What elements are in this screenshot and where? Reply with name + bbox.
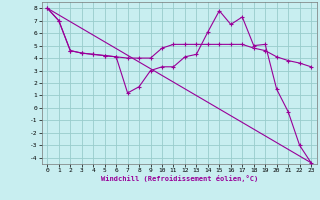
X-axis label: Windchill (Refroidissement éolien,°C): Windchill (Refroidissement éolien,°C) (100, 175, 258, 182)
